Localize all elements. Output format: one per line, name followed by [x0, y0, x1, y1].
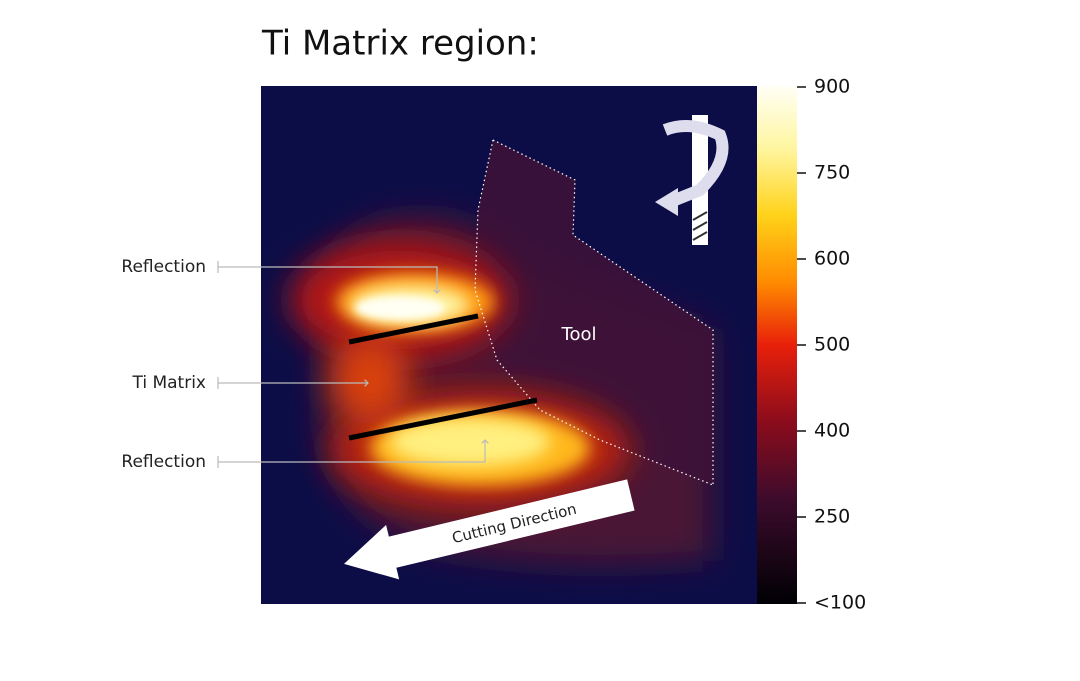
- tick-label: 500: [814, 334, 850, 356]
- callout-label: Ti Matrix: [131, 373, 206, 393]
- tick-label: 250: [814, 506, 850, 528]
- tick-label: <100: [814, 592, 866, 614]
- callout-line: [218, 266, 441, 294]
- callout-label: Reflection: [121, 452, 206, 472]
- thermal-image: Cutting Direction Tool: [261, 86, 757, 604]
- tick-label: 900: [814, 76, 850, 98]
- title: Ti Matrix region:: [261, 24, 539, 64]
- tick-label: 750: [814, 162, 850, 184]
- tool-icon: [655, 115, 729, 245]
- tick-label: 600: [814, 248, 850, 270]
- tool-label: Tool: [561, 324, 597, 345]
- callout-line: [218, 439, 489, 463]
- colorbar-ticks: 900 750 600 500 400 250 <100: [797, 76, 866, 614]
- colorbar: [757, 86, 797, 604]
- tick-label: 400: [814, 420, 850, 442]
- callout-label: Reflection: [121, 257, 206, 277]
- callouts: [217, 261, 489, 468]
